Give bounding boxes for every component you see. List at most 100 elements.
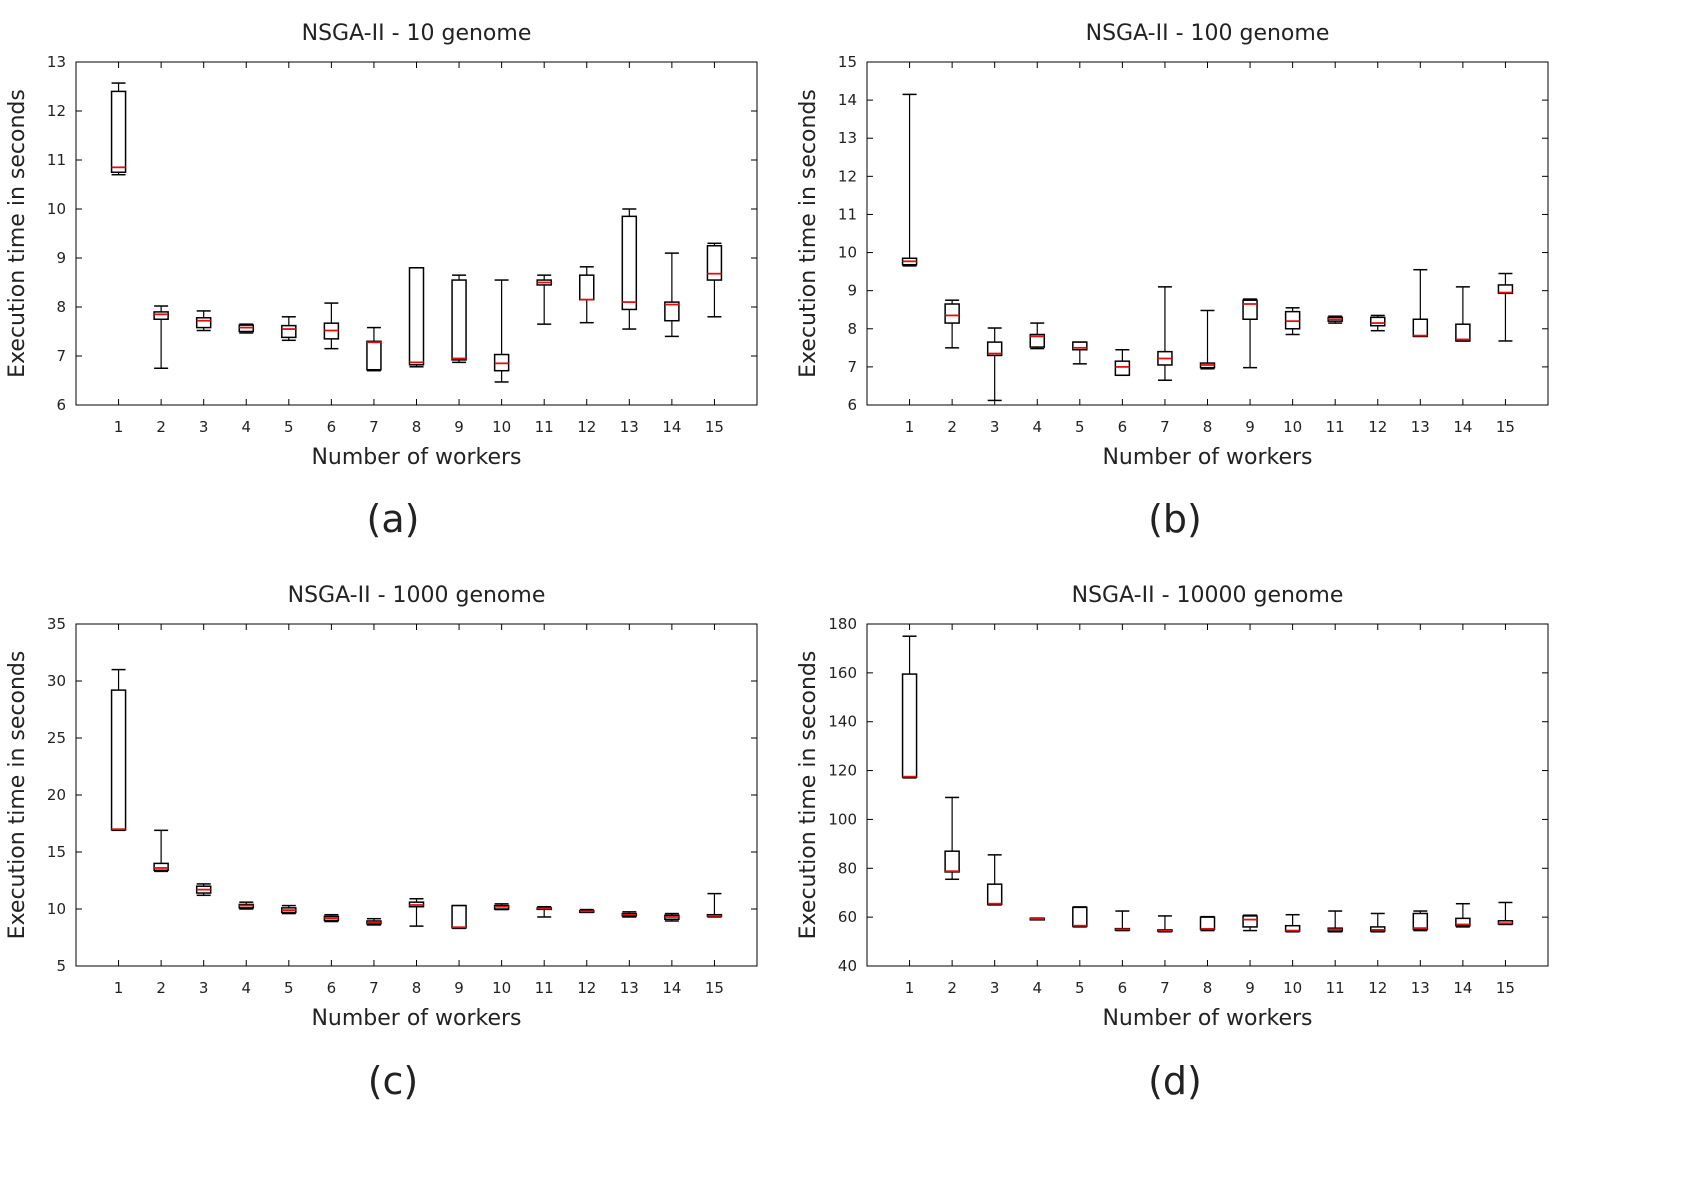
box-plot-3 [986,854,1003,906]
iqr-box [153,311,169,320]
iqr-box [1072,341,1088,351]
box-plot-15 [1497,901,1514,926]
x-tick-label: 2 [947,418,957,436]
x-tick-label: 3 [199,418,209,436]
x-tick-label: 8 [1203,418,1213,436]
box-plot-4 [238,323,254,334]
x-tick-label: 2 [156,418,166,436]
y-axis-label: Execution time in seconds [796,651,821,940]
chart-title: NSGA-II - 10000 genome [1072,583,1344,608]
y-tick-label: 160 [828,664,857,682]
box-plot-4 [1029,322,1045,350]
box-plot-10 [1284,307,1301,336]
y-axis-label: Execution time in seconds [5,651,30,940]
box-plot-1 [901,635,918,779]
x-tick-label: 2 [947,979,957,997]
box-plot-11 [1327,315,1343,324]
plot-frame [866,623,1549,967]
box-plot-7 [1157,286,1173,381]
y-tick-label: 140 [828,713,857,731]
x-tick-label: 4 [1032,979,1042,997]
y-tick-label: 10 [47,200,66,218]
iqr-box [901,673,918,778]
iqr-box [1284,310,1301,330]
x-tick-label: 9 [454,979,464,997]
box-plot-11 [1327,910,1343,933]
iqr-box [153,862,169,871]
x-tick-label: 9 [1245,418,1255,436]
panel-label: (b) [1148,497,1202,541]
panel-label: (a) [367,497,420,541]
iqr-box [944,303,960,324]
box-plot-10 [1284,913,1301,933]
y-tick-label: 6 [56,396,66,414]
y-tick-label: 5 [56,957,66,975]
box-plot-10 [493,279,510,383]
box-plot-11 [536,274,552,325]
iqr-box [1242,915,1258,928]
iqr-box [408,267,425,366]
x-tick-label: 5 [284,979,294,997]
y-tick-label: 100 [828,810,857,828]
x-tick-label: 6 [327,418,337,436]
x-tick-label: 7 [369,418,379,436]
box-plot-5 [281,316,297,342]
x-tick-label: 2 [156,979,166,997]
box-plot-6 [323,302,340,350]
y-tick-label: 25 [47,729,66,747]
chart-title: NSGA-II - 100 genome [1086,21,1330,46]
x-tick-label: 13 [620,979,639,997]
x-tick-label: 1 [114,979,124,997]
box-plot-1 [110,668,127,832]
box-plot-14 [1455,902,1471,928]
x-tick-label: 11 [535,979,554,997]
iqr-box [1072,906,1088,928]
box-plot-14 [664,912,680,922]
x-tick-label: 13 [1411,418,1430,436]
box-plot-12 [579,266,595,324]
x-tick-label: 10 [1283,979,1302,997]
iqr-box [1412,912,1429,931]
box-plot-3 [195,310,212,332]
iqr-box [195,317,212,329]
x-tick-label: 7 [369,979,379,997]
y-tick-label: 7 [847,358,857,376]
y-tick-label: 11 [47,151,66,169]
box-plot-10 [493,903,510,911]
x-tick-label: 3 [990,418,1000,436]
x-tick-label: 14 [662,418,681,436]
box-plot-11 [536,905,552,918]
chart-title: NSGA-II - 10 genome [302,21,532,46]
x-tick-label: 12 [1368,979,1387,997]
box-plot-6 [1114,910,1131,932]
iqr-box [1114,360,1131,377]
box-plot-2 [153,829,169,873]
iqr-box [986,883,1003,906]
box-plot-2 [944,796,960,881]
y-tick-label: 10 [47,900,66,918]
box-plot-12 [1370,912,1386,933]
x-tick-label: 6 [1118,418,1128,436]
box-plot-9 [1242,298,1258,369]
y-tick-label: 20 [47,786,66,804]
iqr-box [1370,316,1386,327]
x-axis-label: Number of workers [311,1006,521,1031]
box-plot-2 [153,305,169,369]
iqr-box [1412,318,1429,338]
box-plot-5 [281,904,297,915]
y-tick-label: 80 [838,859,857,877]
x-tick-label: 4 [241,418,251,436]
x-axis-label: Number of workers [1102,445,1312,470]
box-plot-8 [1199,915,1216,932]
y-tick-label: 13 [47,53,66,71]
y-axis-label: Execution time in seconds [796,89,821,378]
y-tick-label: 10 [838,244,857,262]
iqr-box [706,245,723,281]
x-tick-label: 13 [620,418,639,436]
y-tick-label: 13 [838,129,857,147]
panel-label: (d) [1148,1059,1202,1103]
box-plot-9 [451,274,467,364]
x-tick-label: 5 [1075,979,1085,997]
x-tick-label: 14 [662,979,681,997]
